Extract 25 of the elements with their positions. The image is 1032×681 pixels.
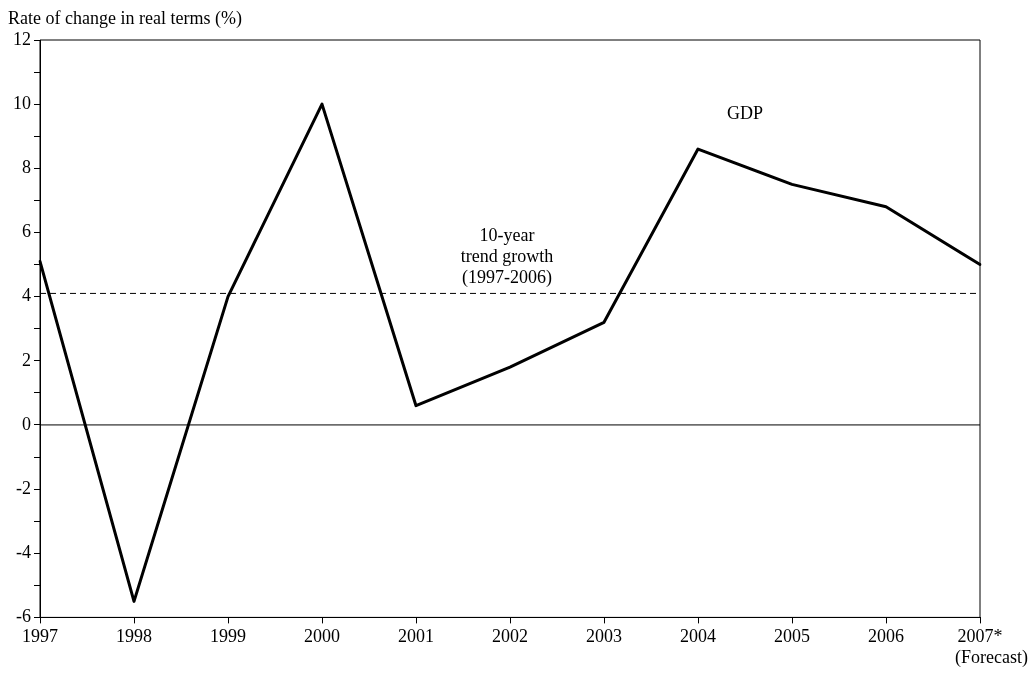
y-tick-label: 8 (22, 157, 31, 178)
y-tick-label: 12 (13, 28, 31, 49)
x-tick-label: 2004 (680, 625, 716, 646)
y-tick-label: -4 (16, 541, 31, 562)
y-tick-label: 10 (13, 92, 31, 113)
y-axis-title: Rate of change in real terms (%) (8, 7, 242, 29)
y-tick-label: 6 (22, 221, 31, 242)
x-tick-label: 2000 (304, 625, 340, 646)
x-tick-label: 1999 (210, 625, 246, 646)
x-tick-label: 2007* (957, 625, 1003, 646)
y-tick-label: 2 (22, 349, 31, 370)
x-tick-label: 2006 (868, 625, 904, 646)
x-tick-label: 2001 (398, 625, 434, 646)
x-tick-label: 1997 (22, 625, 58, 646)
y-tick-label: 0 (22, 413, 31, 434)
ref-line-label: 10-year trend growth (1997-2006) (460, 225, 554, 289)
x-tick-label: 1998 (116, 625, 152, 646)
x-tick-label: 2002 (492, 625, 528, 646)
series-label: GDP (726, 102, 764, 123)
x-tick-label: 2005 (774, 625, 810, 646)
y-tick-label: -2 (16, 477, 31, 498)
text: (Forecast) (955, 647, 1028, 669)
y-tick-label: 4 (22, 285, 31, 306)
y-tick-label: -6 (16, 606, 31, 627)
x-tick-label: 2003 (586, 625, 622, 646)
